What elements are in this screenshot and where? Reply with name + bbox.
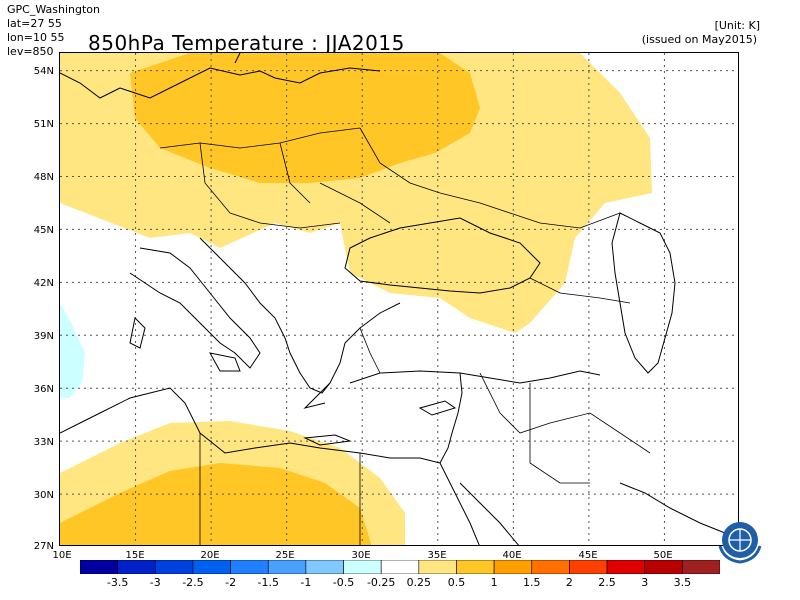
legend-swatch <box>606 560 646 574</box>
level-text: lev=850 <box>7 45 54 58</box>
country-borders <box>159 127 651 545</box>
lat-label-33n: 33N <box>33 437 54 448</box>
unit-label: [Unit: K] <box>714 19 760 32</box>
legend-swatch <box>418 560 457 574</box>
lon-label-25e: 25E <box>275 550 295 561</box>
legend-swatch <box>117 560 156 574</box>
legend-swatch <box>682 560 720 574</box>
map-canvas <box>60 53 738 545</box>
lat-label-51n: 51N <box>33 119 54 130</box>
lat-label-36n: 36N <box>33 384 54 395</box>
legend-label: 2.5 <box>598 576 616 589</box>
legend-colorbar <box>80 560 720 574</box>
lat-label-39n: 39N <box>33 331 54 342</box>
legend-swatch <box>305 560 344 574</box>
lon-label-20e: 20E <box>200 550 220 561</box>
issued-label: (issued on May2015) <box>641 33 757 46</box>
legend-label: -1.5 <box>257 576 279 589</box>
legend-swatch <box>531 560 570 574</box>
legend-swatch <box>154 560 194 574</box>
legend-swatch <box>80 560 118 574</box>
legend-label: -3 <box>149 576 161 589</box>
legend-swatch <box>267 560 307 574</box>
lat-label-42n: 42N <box>33 278 54 289</box>
chart-title: 850hPa Temperature : JJA2015 <box>88 31 405 55</box>
legend-label: -2 <box>225 576 237 589</box>
legend-swatch <box>456 560 495 574</box>
lon-label-15e: 15E <box>125 550 145 561</box>
legend-label: -0.5 <box>332 576 355 589</box>
legend-label: 1 <box>490 576 498 589</box>
grid-lines <box>60 53 738 545</box>
legend-label: 3 <box>641 576 649 589</box>
lon-label-30e: 30E <box>351 550 371 561</box>
map-panel <box>59 52 739 546</box>
lon-label-40e: 40E <box>502 550 522 561</box>
legend-swatch <box>569 560 608 574</box>
legend-swatch <box>644 560 683 574</box>
legend-swatch <box>192 560 231 574</box>
shading-africa-strong <box>60 463 372 545</box>
lat-range-text: lat=27 55 <box>7 17 62 30</box>
lon-label-45e: 45E <box>578 550 598 561</box>
lat-label-27n: 27N <box>33 541 54 552</box>
lat-label-48n: 48N <box>33 172 54 183</box>
legend-swatch <box>380 560 420 574</box>
lat-label-30n: 30N <box>33 490 54 501</box>
legend-label: 1.5 <box>523 576 541 589</box>
legend-label: -1 <box>300 576 312 589</box>
lon-label-50e: 50E <box>653 550 673 561</box>
legend-label: -0.25 <box>366 576 396 589</box>
lon-range-text: lon=10 55 <box>7 31 65 44</box>
legend-label: 0.5 <box>447 576 466 589</box>
lat-label-54n: 54N <box>33 66 54 77</box>
coastlines <box>60 53 738 545</box>
legend-swatch <box>493 560 533 574</box>
lon-label-35e: 35E <box>427 550 447 561</box>
lon-label-10e: 10E <box>52 550 72 561</box>
legend-swatch <box>230 560 269 574</box>
legend-label: 3.5 <box>673 576 692 589</box>
legend-label: -2.5 <box>182 576 204 589</box>
shading-cold-west <box>60 303 85 398</box>
shading-europe-strong <box>130 53 480 183</box>
legend-label: 2 <box>565 576 573 589</box>
wmo-logo-icon <box>718 522 762 564</box>
legend-label: 0.25 <box>406 576 432 589</box>
legend-label: -3.5 <box>106 576 129 589</box>
center-name: GPC_Washington <box>7 3 100 16</box>
legend-swatch <box>343 560 382 574</box>
lat-label-45n: 45N <box>33 225 54 236</box>
